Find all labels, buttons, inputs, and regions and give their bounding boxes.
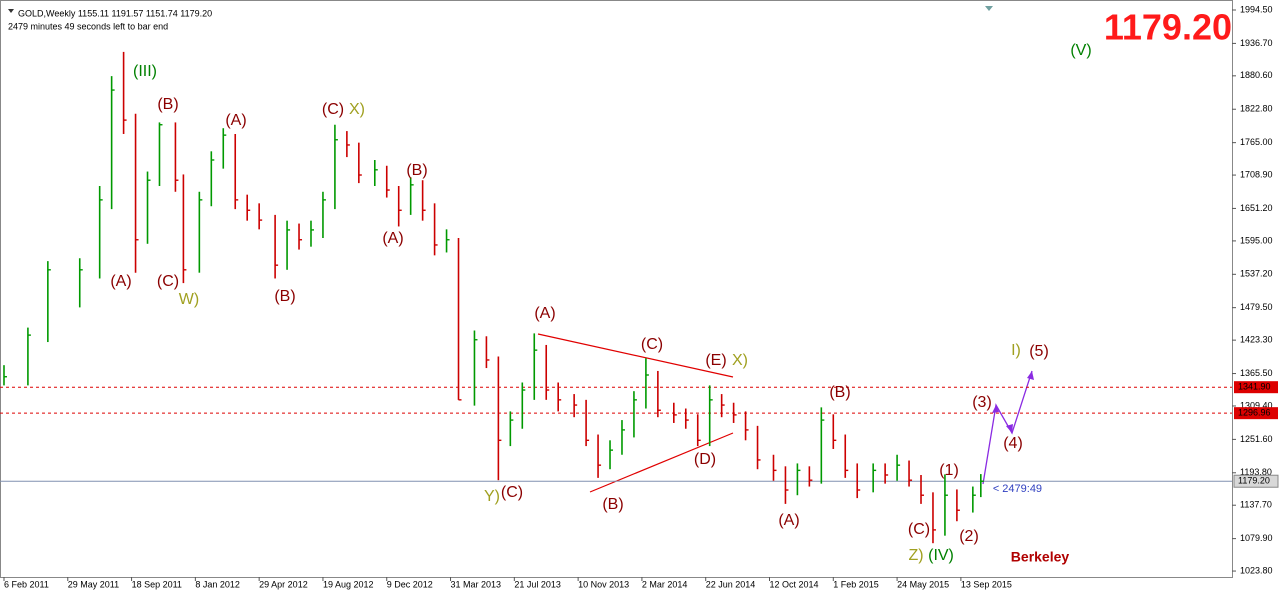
projection-path — [982, 370, 1033, 485]
y-tick-label: 1023.80 — [1240, 565, 1273, 575]
wave-label: Z) — [908, 547, 923, 564]
y-tick-label: 1708.90 — [1240, 169, 1273, 179]
y-tick-label: 1537.20 — [1240, 269, 1273, 279]
wave-label: (A) — [225, 112, 246, 129]
y-tick-label: 1765.00 — [1240, 137, 1273, 147]
wave-label: (1) — [939, 462, 959, 479]
x-tick-label: 1 Feb 2015 — [833, 579, 879, 589]
level-label-box — [1234, 407, 1278, 420]
x-tick-label: 22 Jun 2014 — [706, 579, 756, 589]
triangle-upper — [537, 333, 734, 378]
x-tick-label: 8 Jan 2012 — [195, 579, 240, 589]
level-label-box — [1234, 381, 1278, 394]
y-tick-label: 1079.90 — [1240, 533, 1273, 543]
wave-label: (C) — [908, 521, 930, 538]
wave-label: (3) — [972, 394, 992, 411]
y-tick-label: 1193.80 — [1240, 467, 1272, 477]
y-tick-label: 1822.80 — [1240, 104, 1273, 114]
price-label-box — [1233, 474, 1279, 488]
wave-label: I) — [1011, 342, 1021, 359]
x-tick-label: 2 Mar 2014 — [642, 579, 688, 589]
wave-label: (C) — [501, 484, 523, 501]
wave-label: (2) — [959, 528, 979, 545]
wave-label: (B) — [406, 162, 427, 179]
y-tick-label: 1137.70 — [1240, 500, 1272, 510]
wave-label: (B) — [157, 96, 178, 113]
y-tick-label: 1479.50 — [1240, 302, 1273, 312]
level-label: 1296.96 — [1238, 408, 1271, 418]
y-tick-label: 1251.60 — [1240, 434, 1273, 444]
wave-label: (C) — [322, 101, 344, 118]
y-tick-label: 1423.30 — [1240, 335, 1273, 345]
wave-label: (A) — [534, 305, 555, 322]
x-tick-label: 18 Sep 2011 — [132, 579, 182, 589]
wave-label: (A) — [778, 512, 799, 529]
menu-arrow — [8, 9, 14, 13]
wave-label: (V) — [1070, 42, 1091, 59]
wave-label: (5) — [1029, 343, 1049, 360]
wave-label: (D) — [694, 451, 716, 468]
y-tick-label: 1309.40 — [1240, 400, 1273, 410]
y-tick-label: 1994.50 — [1240, 4, 1273, 14]
plot-border — [0, 0, 1233, 578]
wave-label: (IV) — [928, 547, 954, 564]
countdown: < 2479:49 — [993, 483, 1042, 495]
header: GOLD,Weekly 1155.11 1191.57 1151.74 1179… — [18, 8, 212, 18]
y-tick-label: 1651.20 — [1240, 203, 1273, 213]
y-tick-label: 1595.00 — [1240, 235, 1273, 245]
wave-label: (A) — [382, 230, 403, 247]
wave-label: (III) — [133, 63, 157, 80]
x-tick-label: 29 May 2011 — [68, 579, 119, 589]
x-tick-label: 24 May 2015 — [897, 579, 949, 589]
x-tick-label: 29 Apr 2012 — [259, 579, 308, 589]
x-tick-label: 9 Dec 2012 — [387, 579, 433, 589]
wave-label: (B) — [602, 496, 623, 513]
x-tick-label: 10 Nov 2013 — [578, 579, 629, 589]
shift-marker — [985, 6, 993, 11]
x-tick-label: 21 Jul 2013 — [514, 579, 561, 589]
wave-label: (C) — [157, 273, 179, 290]
wave-label: (B) — [829, 384, 850, 401]
subheader: 2479 minutes 49 seconds left to bar end — [8, 21, 168, 31]
x-tick-label: 31 Mar 2013 — [451, 579, 502, 589]
wave-label: Y) — [484, 488, 500, 505]
y-tick-label: 1880.60 — [1240, 70, 1273, 80]
wave-label: (E) — [705, 352, 726, 369]
wave-label: (B) — [274, 288, 295, 305]
arrow-head — [992, 405, 999, 413]
arrow-head — [1006, 424, 1013, 433]
big-price: 1179.20 — [1104, 7, 1232, 48]
wave-label: Berkeley — [1011, 549, 1070, 565]
wave-label: (C) — [641, 336, 663, 353]
x-tick-label: 6 Feb 2011 — [4, 579, 49, 589]
wave-label: X) — [732, 352, 748, 369]
wave-label: W) — [179, 291, 199, 308]
arrow-head — [1027, 371, 1034, 380]
level-label: 1341.90 — [1238, 382, 1271, 392]
wave-label: (A) — [110, 273, 131, 290]
price-label: 1179.20 — [1238, 476, 1270, 486]
x-tick-label: 19 Aug 2012 — [323, 579, 374, 589]
x-tick-label: 13 Sep 2015 — [961, 579, 1012, 589]
x-tick-label: 12 Oct 2014 — [770, 579, 819, 589]
y-tick-label: 1365.50 — [1240, 368, 1273, 378]
y-tick-label: 1936.70 — [1240, 38, 1273, 48]
wave-label: X) — [349, 101, 365, 118]
wave-label: (4) — [1003, 435, 1023, 452]
